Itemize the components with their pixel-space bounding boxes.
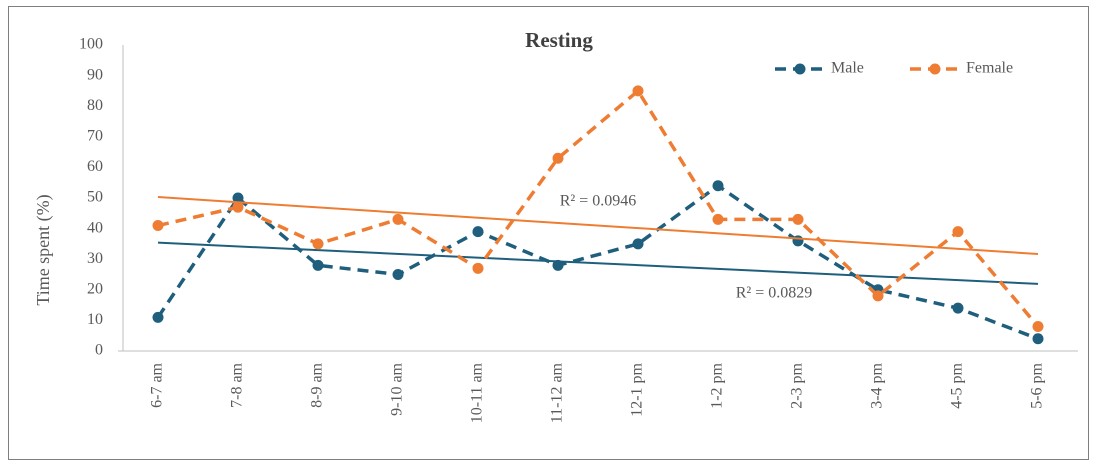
legend-marker xyxy=(794,63,806,75)
chart-title: Resting xyxy=(525,28,593,52)
x-tick-label: 10-11 am xyxy=(469,362,486,423)
data-point xyxy=(152,220,164,232)
x-tick-label: 1-2 pm xyxy=(709,362,726,408)
x-tick-label: 6-7 am xyxy=(149,362,166,407)
data-point xyxy=(232,201,244,213)
legend-marker xyxy=(929,63,941,75)
data-point xyxy=(632,238,644,250)
data-point xyxy=(232,192,244,204)
legend-label: Female xyxy=(966,60,1013,77)
data-point xyxy=(312,238,324,250)
y-tick-label: 70 xyxy=(87,127,103,144)
y-tick-label: 10 xyxy=(87,311,103,328)
x-tick-label: 7-8 am xyxy=(229,362,246,407)
data-point xyxy=(312,259,324,271)
data-point xyxy=(1032,321,1044,333)
x-tick-label: 11-12 am xyxy=(549,362,566,423)
data-point xyxy=(872,290,884,302)
data-point xyxy=(472,262,484,274)
y-tick-label: 50 xyxy=(87,189,103,206)
data-point xyxy=(712,180,724,192)
data-point xyxy=(632,85,644,97)
y-tick-label: 60 xyxy=(87,158,103,175)
data-point xyxy=(1032,333,1044,345)
y-tick-label: 20 xyxy=(87,280,103,297)
trendline xyxy=(157,241,1039,285)
x-tick-label: 4-5 pm xyxy=(949,362,966,408)
data-point xyxy=(472,226,484,238)
y-tick-label: 90 xyxy=(87,66,103,83)
y-axis-title: Time spent (%) xyxy=(33,194,54,305)
x-tick-label: 8-9 am xyxy=(309,362,326,407)
y-tick-label: 30 xyxy=(87,250,103,267)
annotation: R² = 0.0829 xyxy=(736,285,813,302)
data-point xyxy=(952,226,964,238)
legend-label: Male xyxy=(831,60,864,77)
data-point xyxy=(392,213,404,225)
annotation: R² = 0.0946 xyxy=(560,193,637,210)
x-tick-label: 3-4 pm xyxy=(869,362,886,408)
x-tick-label: 9-10 am xyxy=(389,362,406,415)
data-point xyxy=(712,213,724,225)
data-point xyxy=(552,152,564,164)
series-line xyxy=(156,183,1039,341)
data-point xyxy=(952,302,964,314)
y-tick-label: 100 xyxy=(79,36,103,53)
x-tick-label: 5-6 pm xyxy=(1029,362,1046,408)
y-tick-label: 0 xyxy=(95,342,103,359)
x-tick-label: 2-3 pm xyxy=(789,362,806,408)
data-point xyxy=(152,311,164,323)
chart-frame xyxy=(8,6,1089,460)
x-tick-label: 12-1 pm xyxy=(629,362,646,416)
y-tick-label: 40 xyxy=(87,219,103,236)
trendline xyxy=(157,196,1039,256)
data-point xyxy=(552,259,564,271)
data-point xyxy=(792,213,804,225)
data-point xyxy=(392,269,404,280)
data-point xyxy=(792,235,804,247)
y-tick-label: 80 xyxy=(87,97,103,114)
